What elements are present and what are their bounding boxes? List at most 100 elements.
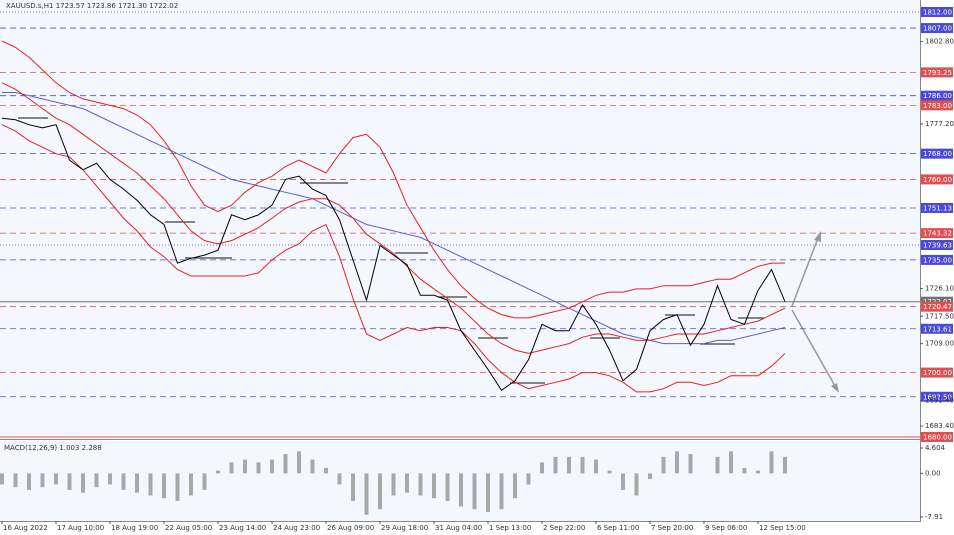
level-box [921,367,953,378]
x-tick-label: 16 Aug 2022 [3,524,48,532]
x-tick-label: 9 Sep 06:00 [705,524,747,532]
level-label: 1680.00 [923,434,952,442]
level-label: 1700.00 [923,369,952,377]
macd-bar [297,451,301,474]
level-label: 1768.00 [923,150,952,158]
level-label: 1743.32 [923,230,952,238]
macd-bar [337,473,342,485]
level-box [921,240,953,251]
macd-bar [108,473,112,485]
y-tick-label: 4.604 [925,444,946,452]
macd-bar [648,473,652,479]
level-box [921,228,953,239]
level-box [921,100,953,111]
level-box [921,391,953,402]
y-tick-label: 1709.00 [925,340,954,348]
macd-bar [13,473,18,488]
level-label: 1713.61 [923,325,952,333]
level-box [921,6,953,17]
series-line [2,92,786,345]
macd-bar [607,470,612,474]
level-box [921,323,953,334]
macd-bar [675,451,679,474]
series-line [1,124,786,393]
macd-bar [364,473,369,515]
macd-bar [175,473,180,501]
y-tick-label: 1802.80 [925,38,954,46]
macd-bar [756,470,760,474]
macd-bar [567,456,571,474]
macd-bar [391,473,396,496]
x-tick-label: 23 Aug 14:00 [219,524,266,532]
chart-title: XAUUSD.s,H1 1723.57 1723.86 1721.30 1722… [6,2,178,10]
macd-bar [553,456,558,474]
level-label: 1735.00 [923,256,952,264]
macd-bar [67,473,72,490]
x-tick-label: 29 Aug 18:00 [381,524,428,532]
level-box [921,23,953,34]
macd-bar [445,473,450,501]
macd-bar [270,459,274,474]
level-box [921,148,953,159]
level-label: 1751.13 [923,204,952,212]
series-line [1,117,786,392]
level-label: 1692.50 [923,393,952,401]
x-tick-label: 26 Aug 09:00 [327,524,374,532]
macd-bar [229,462,234,474]
series-line [1,40,785,319]
macd-bar [324,467,328,474]
macd-bar [499,473,504,510]
macd-bar [189,473,193,496]
macd-bar [0,473,4,485]
level-label: 1783.00 [923,102,952,110]
macd-bar [40,473,45,488]
macd-bar [202,473,207,490]
series-line [1,82,786,354]
level-box [921,90,953,101]
macd-bar [378,473,382,510]
macd-bar [148,473,153,496]
macd-bar [621,473,625,490]
macd-bar [472,473,477,510]
macd-bar [121,473,126,490]
macd-bar [351,473,355,501]
level-label: 1760.00 [923,176,952,184]
macd-bar [729,451,733,474]
level-box [921,67,953,78]
y-tick-label: 1683.40 [925,422,954,430]
macd-bar [688,454,693,474]
macd-bar [580,456,585,474]
x-tick-label: 12 Sep 15:00 [759,524,806,532]
level-label: 1793.25 [923,69,952,77]
macd-bar [783,456,787,474]
macd-bar [634,473,639,496]
macd-bar [742,467,747,474]
x-tick-label: 7 Sep 20:00 [651,524,693,532]
macd-bar [418,473,423,496]
forecast-arrows [791,231,839,393]
macd-bar [81,473,85,493]
x-tick-label: 17 Aug 10:00 [57,524,104,532]
y-tick-label: 1777.20 [925,120,954,128]
level-box [921,174,953,185]
y-tick-label: 0.00 [925,469,941,477]
macd-bar [432,473,436,499]
level-box [921,202,953,213]
x-tick-label: 18 Aug 19:00 [111,524,158,532]
macd-bar [54,473,58,485]
x-tick-label: 1 Sep 13:00 [489,524,531,532]
x-tick-label: 2 Sep 22:00 [543,524,585,532]
price-panel [0,0,920,438]
level-box [921,301,953,312]
macd-bar [405,473,409,493]
macd-bar [594,459,598,474]
level-label: 1739.63 [923,242,952,250]
x-tick-label: 22 Aug 05:00 [165,524,212,532]
macd-bar [715,456,720,474]
macd-bar [769,451,774,474]
macd-bar [459,473,463,507]
macd-bar [283,454,288,474]
macd-bar [216,470,220,474]
level-label: 1720.47 [923,303,952,311]
